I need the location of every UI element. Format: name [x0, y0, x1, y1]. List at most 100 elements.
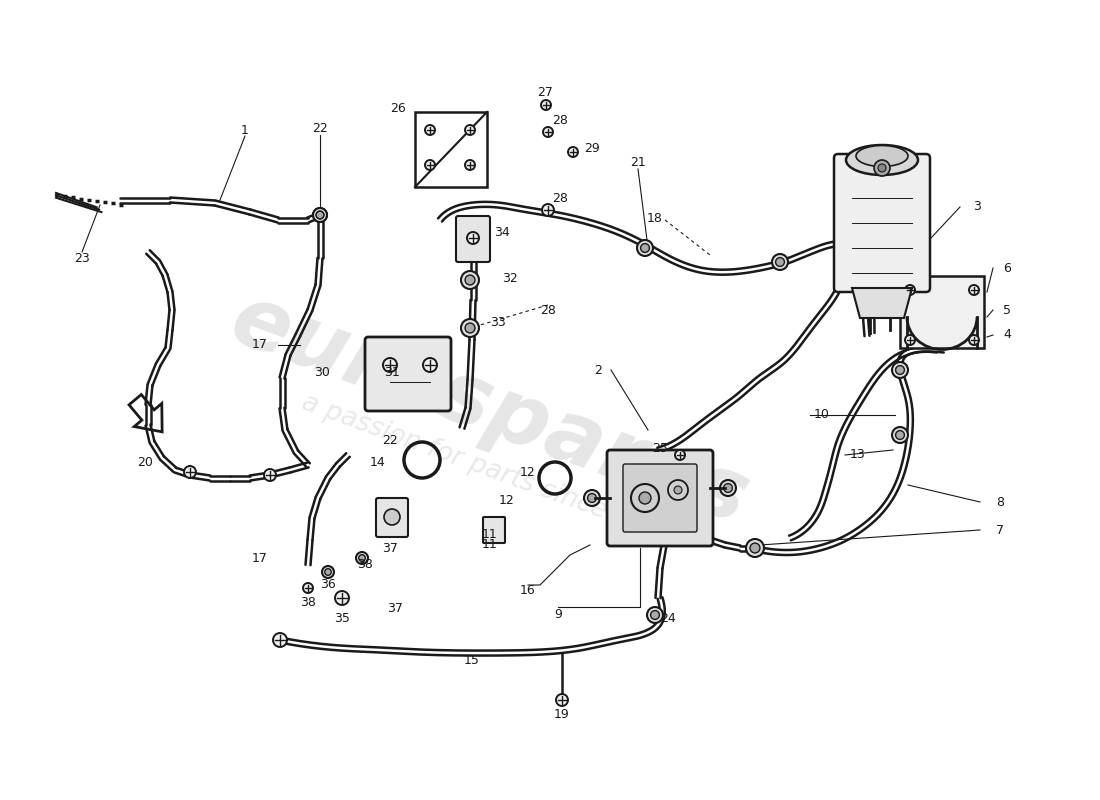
Text: 28: 28 [540, 303, 556, 317]
Text: 28: 28 [552, 191, 568, 205]
Circle shape [425, 160, 435, 170]
Ellipse shape [846, 145, 918, 175]
Circle shape [895, 430, 904, 439]
Circle shape [969, 335, 979, 345]
Text: 6: 6 [1003, 262, 1011, 274]
FancyBboxPatch shape [376, 498, 408, 537]
Text: 3: 3 [974, 201, 981, 214]
Circle shape [750, 543, 760, 553]
Circle shape [746, 539, 764, 557]
Text: 11: 11 [482, 538, 498, 551]
Circle shape [383, 358, 397, 372]
Circle shape [465, 275, 475, 285]
Text: 18: 18 [647, 211, 663, 225]
Circle shape [895, 366, 904, 374]
Circle shape [316, 211, 323, 219]
Circle shape [568, 147, 578, 157]
Circle shape [637, 240, 653, 256]
Text: 26: 26 [390, 102, 406, 114]
Text: 31: 31 [384, 366, 400, 378]
Circle shape [322, 566, 334, 578]
Text: 38: 38 [358, 558, 373, 571]
Text: 16: 16 [520, 583, 536, 597]
Text: 37: 37 [382, 542, 398, 554]
Circle shape [424, 358, 437, 372]
Circle shape [772, 254, 788, 270]
Text: 32: 32 [502, 271, 518, 285]
Text: 25: 25 [652, 442, 668, 454]
Text: 17: 17 [252, 338, 268, 351]
Circle shape [384, 509, 400, 525]
Circle shape [302, 583, 313, 593]
Circle shape [892, 362, 907, 378]
Circle shape [465, 323, 475, 333]
Text: 17: 17 [252, 551, 268, 565]
Circle shape [465, 160, 475, 170]
FancyBboxPatch shape [834, 154, 929, 292]
Text: 10: 10 [814, 409, 829, 422]
Text: 7: 7 [996, 523, 1004, 537]
FancyBboxPatch shape [365, 337, 451, 411]
Circle shape [273, 633, 287, 647]
Text: 20: 20 [138, 455, 153, 469]
Text: 34: 34 [494, 226, 510, 238]
Circle shape [874, 160, 890, 176]
Text: 24: 24 [660, 611, 675, 625]
Circle shape [316, 211, 323, 219]
Text: 19: 19 [554, 709, 570, 722]
Circle shape [587, 494, 596, 502]
Circle shape [584, 490, 600, 506]
Text: 36: 36 [320, 578, 336, 591]
Text: 12: 12 [499, 494, 515, 506]
Text: 15: 15 [464, 654, 480, 666]
Text: 5: 5 [1003, 303, 1011, 317]
Text: a passion for parts since 1965: a passion for parts since 1965 [298, 390, 682, 550]
Text: 4: 4 [1003, 329, 1011, 342]
FancyBboxPatch shape [456, 216, 490, 262]
Ellipse shape [856, 146, 908, 166]
Text: 37: 37 [387, 602, 403, 614]
Circle shape [905, 285, 915, 295]
Text: 11: 11 [482, 529, 498, 542]
Text: 30: 30 [315, 366, 330, 378]
Text: 2: 2 [594, 363, 602, 377]
Circle shape [461, 271, 478, 289]
Text: 13: 13 [850, 449, 866, 462]
Text: 22: 22 [382, 434, 398, 446]
Circle shape [724, 483, 733, 492]
Circle shape [336, 591, 349, 605]
Circle shape [541, 100, 551, 110]
Circle shape [468, 232, 478, 244]
Circle shape [639, 492, 651, 504]
Circle shape [675, 450, 685, 460]
Circle shape [264, 469, 276, 481]
Text: 38: 38 [300, 595, 316, 609]
Circle shape [314, 208, 327, 222]
Circle shape [720, 480, 736, 496]
Text: 35: 35 [334, 611, 350, 625]
Circle shape [905, 335, 915, 345]
Text: 12: 12 [520, 466, 536, 478]
Circle shape [892, 427, 907, 443]
Text: 14: 14 [370, 455, 386, 469]
FancyBboxPatch shape [900, 276, 984, 348]
Circle shape [647, 607, 663, 623]
Circle shape [543, 127, 553, 137]
Text: 29: 29 [584, 142, 600, 154]
Text: 33: 33 [491, 315, 506, 329]
FancyBboxPatch shape [607, 450, 713, 546]
Text: 9: 9 [554, 607, 562, 621]
Circle shape [674, 486, 682, 494]
Circle shape [425, 125, 435, 135]
Circle shape [640, 243, 649, 253]
Text: 27: 27 [537, 86, 553, 98]
Circle shape [359, 554, 365, 562]
Text: 23: 23 [74, 251, 90, 265]
Circle shape [776, 258, 784, 266]
Text: 1: 1 [241, 123, 249, 137]
Circle shape [542, 204, 554, 216]
Circle shape [556, 694, 568, 706]
Polygon shape [852, 288, 912, 318]
Circle shape [324, 569, 331, 575]
Circle shape [969, 285, 979, 295]
